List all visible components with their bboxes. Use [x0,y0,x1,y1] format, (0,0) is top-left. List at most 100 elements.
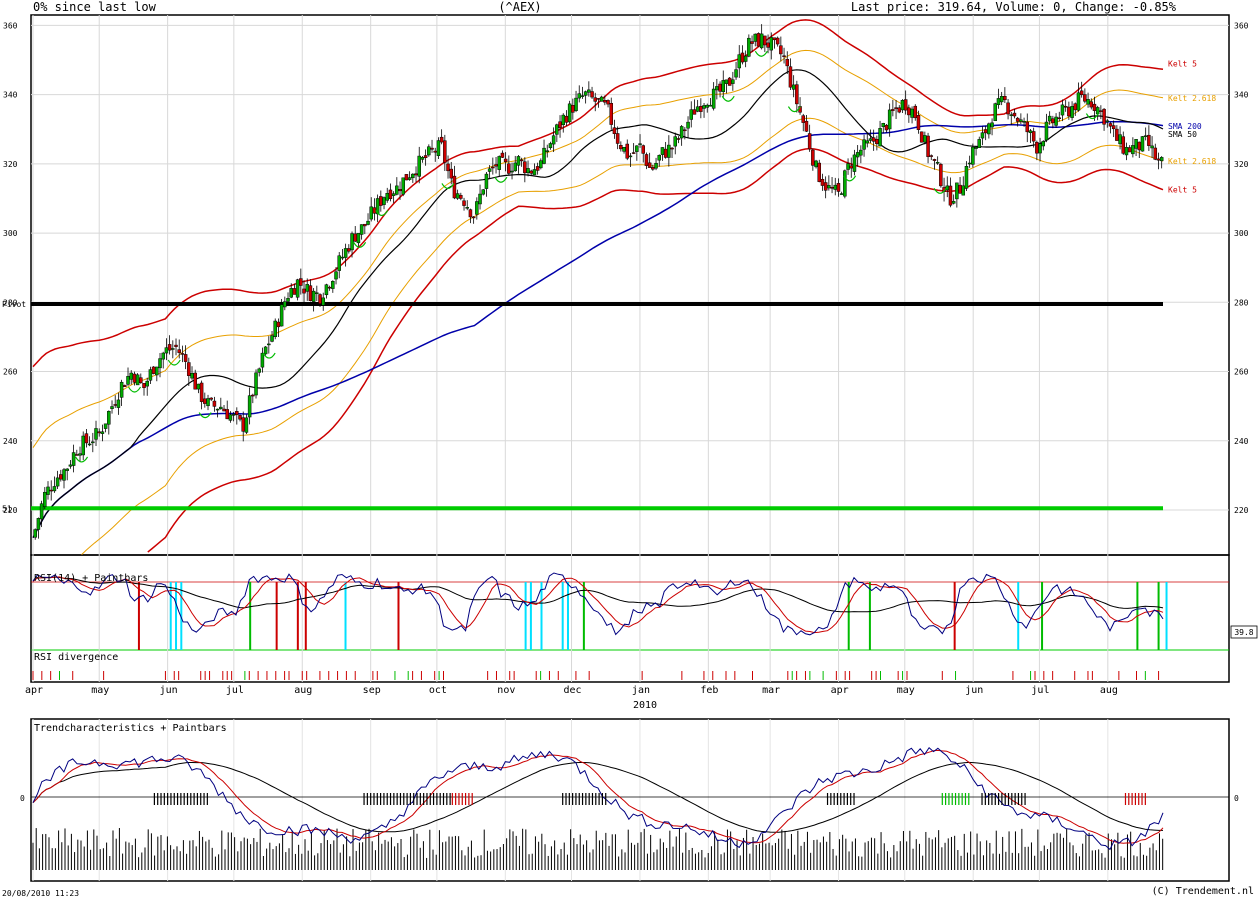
candle-body [183,354,188,362]
candle-body [391,193,396,196]
candle-body [318,294,322,304]
candle-body [654,162,658,169]
candle-body [955,182,959,200]
candle-body [103,423,108,429]
candle-body [324,284,329,296]
candle-body [430,147,434,150]
x-tick-label: may [897,685,915,696]
candle-body [167,344,172,351]
candle-body [1099,110,1103,112]
candle-body [129,372,133,380]
x-tick-label: aug [1100,685,1118,696]
swing-low-marker [441,183,455,190]
candle-body [916,115,921,130]
candle-body [1035,141,1039,154]
candle-body [948,185,953,206]
candle-body [180,353,185,355]
candle-body [894,107,898,110]
candle-body [257,368,261,373]
candle-body [785,59,790,67]
x-tick-label: may [91,685,109,696]
candle-body [993,103,998,121]
candle-body [683,129,687,132]
candle-body [593,97,597,102]
candle-body [33,529,37,538]
candle-body [827,185,831,189]
swing-low-marker [787,106,801,113]
candle-body [622,146,626,152]
candle-body [356,232,361,244]
candle-body [1105,120,1110,122]
candle-body [193,372,197,390]
candle-body [468,209,473,218]
candle-body [497,156,501,170]
candle-body [667,144,671,158]
y-tick-label-right: 220 [1234,506,1249,515]
swing-low-marker [843,175,857,182]
candle-body [484,173,489,189]
candle-body [983,129,988,134]
candle-body [619,144,623,150]
candle-body [529,170,533,174]
swing-low-marker [198,412,212,419]
candle-body [459,195,463,199]
x-tick-label: apr [25,685,43,696]
candle-body [1115,128,1119,141]
rsi-layer [31,572,1229,680]
x-tick-label: aug [294,685,312,696]
rsi-panel-title: RSI(14) + Paintbars [34,573,148,584]
candle-body [971,146,975,165]
candle-body [158,358,162,369]
swing-low-marker [494,176,508,183]
candle-body [679,126,684,139]
candle-body [663,148,668,158]
candle-body [1147,134,1151,146]
y-tick-label-left: 340 [3,91,18,100]
candle-body [964,166,969,189]
trend-long-line [32,761,1163,833]
candle-body [833,184,838,190]
candle-body [148,369,153,381]
candle-body [849,165,854,169]
sma50-line [32,69,1164,538]
candle-body [503,158,508,163]
candle-body [452,175,457,199]
candle-body [414,173,418,176]
candle-body [1118,134,1122,145]
candle-body [635,145,639,152]
candle-body [574,97,578,111]
indicator-panel-frame [30,554,1230,683]
candle-body [839,193,844,195]
kelt5-lower-line [147,147,1164,553]
candle-body [846,163,850,170]
candle-body [590,91,594,98]
y-tick-label-right: 300 [1234,229,1249,238]
candle-body [1063,105,1068,108]
candle-body [932,159,937,161]
candle-body [1073,103,1078,111]
candle-body [455,193,460,199]
candle-body [135,374,140,386]
candle-body [311,290,316,302]
footer-timestamp: 20/08/2010 11:23 [2,889,79,898]
candle-body [449,168,453,179]
candle-body [151,366,156,374]
price-layer: Pivot 51 Kelt 5 Kelt 5 Kelt 2.618 Kelt 2.618 S… [2,19,1216,555]
candle-body [1111,125,1116,130]
candle-body [929,155,934,157]
candle-body [247,395,252,418]
candle-body [279,304,284,327]
candle-body [423,155,428,158]
candle-body [331,280,335,289]
candle-body [628,155,633,158]
x-tick-label: dec [564,685,582,696]
candle-body [740,52,745,63]
swing-low-marker [128,386,142,393]
trend-zero-label-right: 0 [1234,794,1239,803]
candle-body [791,84,796,90]
candle-body [711,88,716,109]
swing-low-marker [167,359,181,366]
candle-body [84,433,89,444]
candle-body [836,183,841,192]
